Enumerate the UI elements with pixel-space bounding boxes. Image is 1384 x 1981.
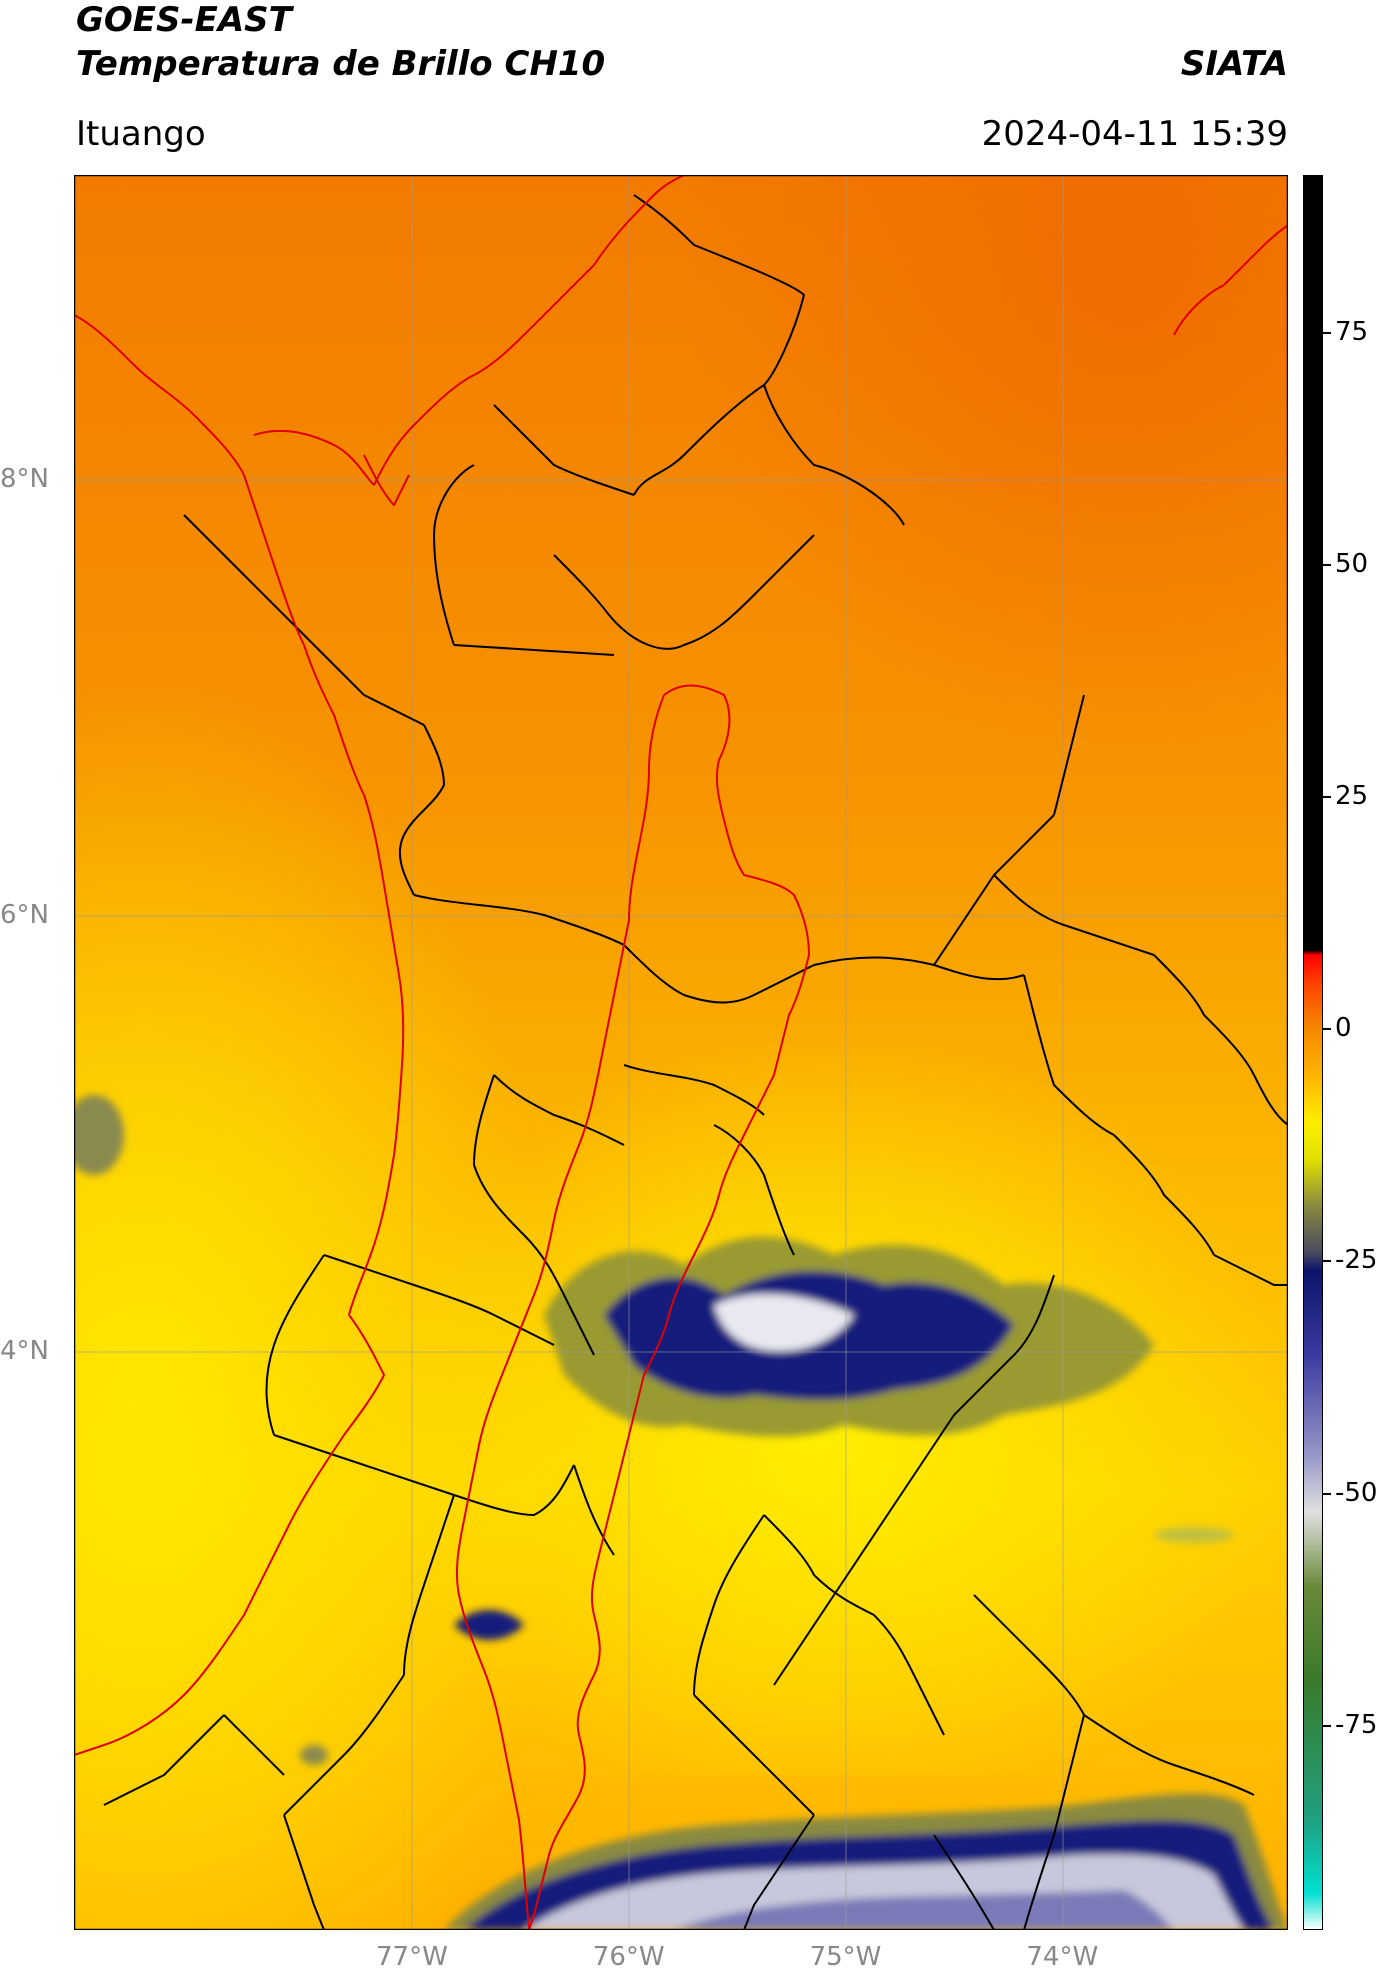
map-frame	[74, 175, 1288, 1930]
colorbar-tick-label: -75	[1335, 1709, 1378, 1740]
timestamp-label: 2024-04-11 15:39	[981, 114, 1288, 154]
colorbar-tick-mark	[1323, 1492, 1331, 1495]
gridlines	[74, 175, 1288, 1930]
cloud-band-south	[444, 1793, 1288, 1930]
latitude-tick-label: 8°N	[0, 464, 49, 495]
colorbar	[1303, 175, 1323, 1930]
longitude-tick-label: 74°W	[1026, 1942, 1099, 1972]
colorbar-tick-mark	[1323, 796, 1331, 799]
coastline-and-basin	[74, 175, 1288, 1930]
colorbar-fill	[1303, 175, 1323, 1930]
colorbar-tick-mark	[1323, 331, 1331, 334]
basin-outline	[528, 684, 810, 1930]
cloud-patches	[74, 1095, 1234, 1765]
title-satellite: GOES-EAST	[76, 0, 292, 40]
department-borders	[103, 194, 1288, 1930]
colorbar-tick-mark	[1323, 1028, 1331, 1031]
longitude-tick-label: 77°W	[376, 1942, 448, 1972]
colorbar-tick-label: 75	[1335, 316, 1369, 347]
cloud-band-center	[454, 1236, 1154, 1640]
latitude-tick-label: 4°N	[0, 1336, 49, 1367]
colorbar-tick-mark	[1323, 564, 1331, 566]
organization-label: SIATA	[1180, 44, 1288, 84]
colorbar-tick-label: 50	[1335, 549, 1369, 579]
longitude-tick-label: 76°W	[592, 1942, 665, 1972]
colorbar-tick-mark	[1323, 1260, 1331, 1263]
location-label: Ituango	[76, 114, 206, 154]
latitude-tick-label: 6°N	[0, 900, 49, 931]
colorbar-tick-label: -25	[1335, 1245, 1378, 1276]
colorbar-frame	[1303, 175, 1323, 1930]
orange-field-northeast	[474, 175, 1288, 1075]
colorbar-tick-mark	[1323, 1724, 1331, 1727]
title-product: Temperatura de Brillo CH10	[76, 44, 606, 84]
colorbar-tick-label: 25	[1335, 781, 1369, 812]
brightness-temperature-map	[74, 175, 1288, 1930]
colorbar-tick-label: 0	[1335, 1013, 1352, 1044]
colorbar-tick-label: -50	[1335, 1477, 1378, 1508]
longitude-tick-label: 75°W	[809, 1942, 882, 1972]
